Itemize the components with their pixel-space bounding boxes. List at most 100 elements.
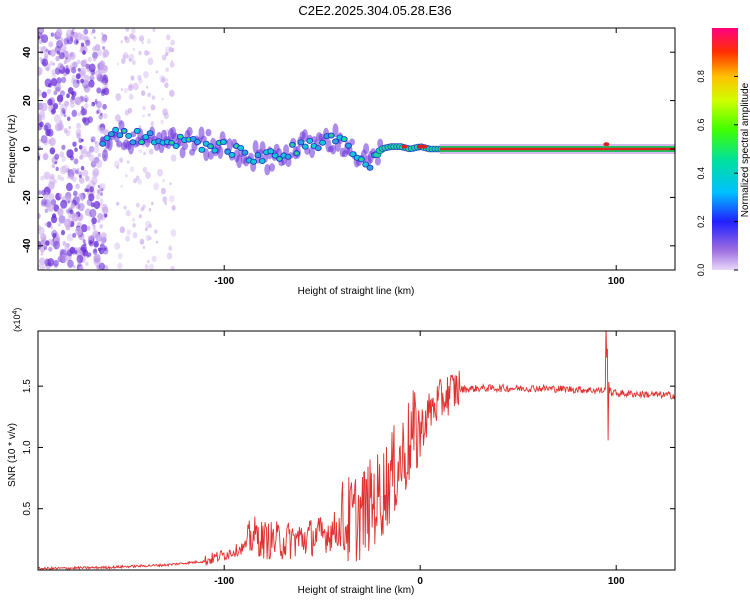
ridge-halo	[182, 142, 188, 150]
noise-speckle	[47, 139, 52, 145]
noise-speckle	[77, 112, 81, 117]
ridge-halo	[205, 128, 212, 137]
noise-speckle	[120, 40, 123, 44]
tone-peak	[603, 142, 610, 147]
ridge-blob	[271, 152, 279, 159]
ridge-blob	[306, 137, 314, 144]
noise-speckle	[56, 77, 62, 84]
ridge-halo	[264, 164, 271, 176]
noise-speckle	[50, 108, 56, 115]
ridge-blob	[332, 138, 339, 145]
noise-speckle	[57, 208, 64, 217]
noise-speckle	[53, 259, 59, 267]
noise-speckle	[79, 177, 85, 184]
noise-speckle	[66, 149, 74, 159]
noise-speckle	[41, 198, 49, 208]
noise-speckle	[41, 91, 47, 99]
noise-speckle	[66, 243, 70, 248]
noise-speckle	[161, 97, 164, 101]
noise-speckle	[80, 165, 85, 171]
noise-speckle	[40, 175, 45, 181]
noise-speckle	[101, 249, 105, 254]
noise-speckle	[88, 145, 95, 153]
noise-speckle	[56, 94, 64, 103]
noise-speckle	[72, 176, 77, 183]
noise-speckle	[38, 190, 42, 195]
noise-speckle	[91, 139, 94, 143]
noise-speckle	[165, 78, 169, 82]
snr-ytick-label: 1.0	[22, 440, 33, 454]
noise-speckle	[66, 93, 70, 99]
ridge-blob	[142, 133, 150, 140]
noise-speckle	[55, 86, 61, 93]
noise-speckle	[80, 108, 86, 116]
ridge-halo	[309, 146, 315, 159]
noise-speckle	[93, 257, 101, 267]
noise-speckle	[74, 96, 82, 106]
noise-speckle	[129, 33, 134, 39]
ridge-halo	[217, 145, 224, 159]
noise-speckle	[51, 72, 57, 79]
noise-speckle	[116, 62, 120, 66]
noise-speckle	[132, 60, 136, 65]
noise-speckle	[88, 193, 95, 202]
ridge-peak	[170, 141, 174, 144]
ridge-blob	[103, 135, 111, 142]
noise-speckle	[99, 224, 103, 229]
noise-speckle	[148, 148, 154, 155]
noise-speckle	[72, 61, 78, 69]
noise-speckle	[88, 235, 91, 239]
noise-speckle	[97, 67, 103, 74]
noise-speckle	[43, 171, 51, 180]
ridge-halo	[186, 126, 193, 137]
noise-speckle	[71, 28, 75, 31]
noise-speckle	[141, 90, 146, 96]
noise-speckle	[138, 125, 142, 129]
ridge-blob	[241, 149, 249, 156]
noise-speckle	[53, 103, 59, 110]
noise-speckle	[44, 208, 49, 214]
ridge-halo	[116, 140, 123, 148]
noise-speckle	[93, 255, 101, 265]
noise-speckle	[146, 38, 151, 44]
noise-speckle	[38, 257, 46, 266]
ridge-blob	[112, 126, 119, 133]
spectrogram-ytick-label: 40	[22, 46, 33, 58]
ridge-peak	[178, 135, 182, 138]
noise-speckle	[66, 196, 72, 203]
noise-speckle	[63, 72, 67, 77]
noise-speckle	[123, 87, 128, 94]
noise-speckle	[89, 74, 95, 82]
spectrogram-ytick-label: 0	[22, 146, 33, 152]
noise-speckle	[101, 77, 108, 86]
ridge-blob	[228, 151, 236, 158]
noise-speckle	[90, 103, 94, 107]
noise-speckle	[66, 233, 74, 242]
noise-speckle	[55, 55, 60, 62]
noise-speckle	[73, 190, 78, 197]
noise-speckle	[162, 196, 168, 203]
noise-speckle	[148, 263, 154, 270]
noise-speckle	[92, 248, 98, 255]
ridge-blob	[125, 132, 133, 139]
noise-speckle	[69, 65, 73, 70]
noise-speckle	[91, 217, 97, 225]
noise-speckle	[122, 55, 126, 59]
noise-speckle	[83, 74, 90, 83]
noise-speckle	[100, 67, 106, 74]
noise-speckle	[41, 198, 47, 206]
noise-speckle	[41, 34, 49, 43]
noise-speckle	[89, 208, 97, 218]
noise-speckle	[132, 223, 136, 228]
noise-speckle	[48, 181, 55, 190]
snr-plot-area	[38, 331, 675, 570]
noise-speckle	[131, 28, 136, 34]
noise-speckle	[49, 49, 56, 57]
noise-speckle	[101, 232, 107, 240]
noise-speckle	[86, 225, 91, 231]
noise-speckle	[117, 262, 123, 270]
ridge-halo	[363, 143, 370, 155]
noise-speckle	[142, 204, 146, 209]
noise-speckle	[101, 88, 106, 94]
